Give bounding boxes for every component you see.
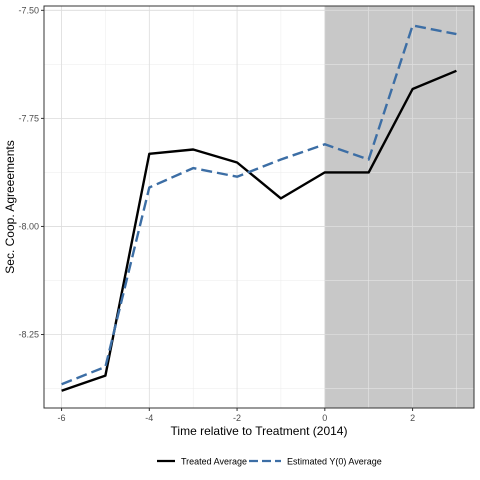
gridlines: [44, 6, 474, 408]
y-axis-title: Sec. Coop. Agreeements: [3, 140, 17, 273]
plot-border: [43, 5, 475, 409]
series-line-estimated-y0-average: [61, 24, 457, 386]
series-line-treated-average: [61, 69, 457, 392]
series-lines: [61, 24, 457, 392]
legend-label-estimated: Estimated Y(0) Average: [287, 457, 382, 467]
legend-label-treated: Treated Average: [181, 457, 247, 467]
legend: Treated Average Estimated Y(0) Average: [157, 457, 382, 467]
x-tick-label: 2: [410, 413, 415, 423]
y-tick-label: -8.00: [18, 221, 39, 231]
x-tick-label: -2: [233, 413, 241, 423]
y-axis-ticks: -8.25 -8.00 -7.75 -7.50: [18, 5, 44, 340]
x-tick-label: -6: [58, 413, 66, 423]
y-tick-label: -8.25: [18, 330, 39, 340]
x-tick-label: 0: [322, 413, 327, 423]
y-tick-label: -7.50: [18, 5, 39, 15]
y-tick-label: -7.75: [18, 113, 39, 123]
x-axis-ticks: -6 -4 -2 0 2: [58, 408, 415, 423]
x-axis-title: Time relative to Treatment (2014): [171, 424, 348, 438]
x-tick-label: -4: [145, 413, 153, 423]
